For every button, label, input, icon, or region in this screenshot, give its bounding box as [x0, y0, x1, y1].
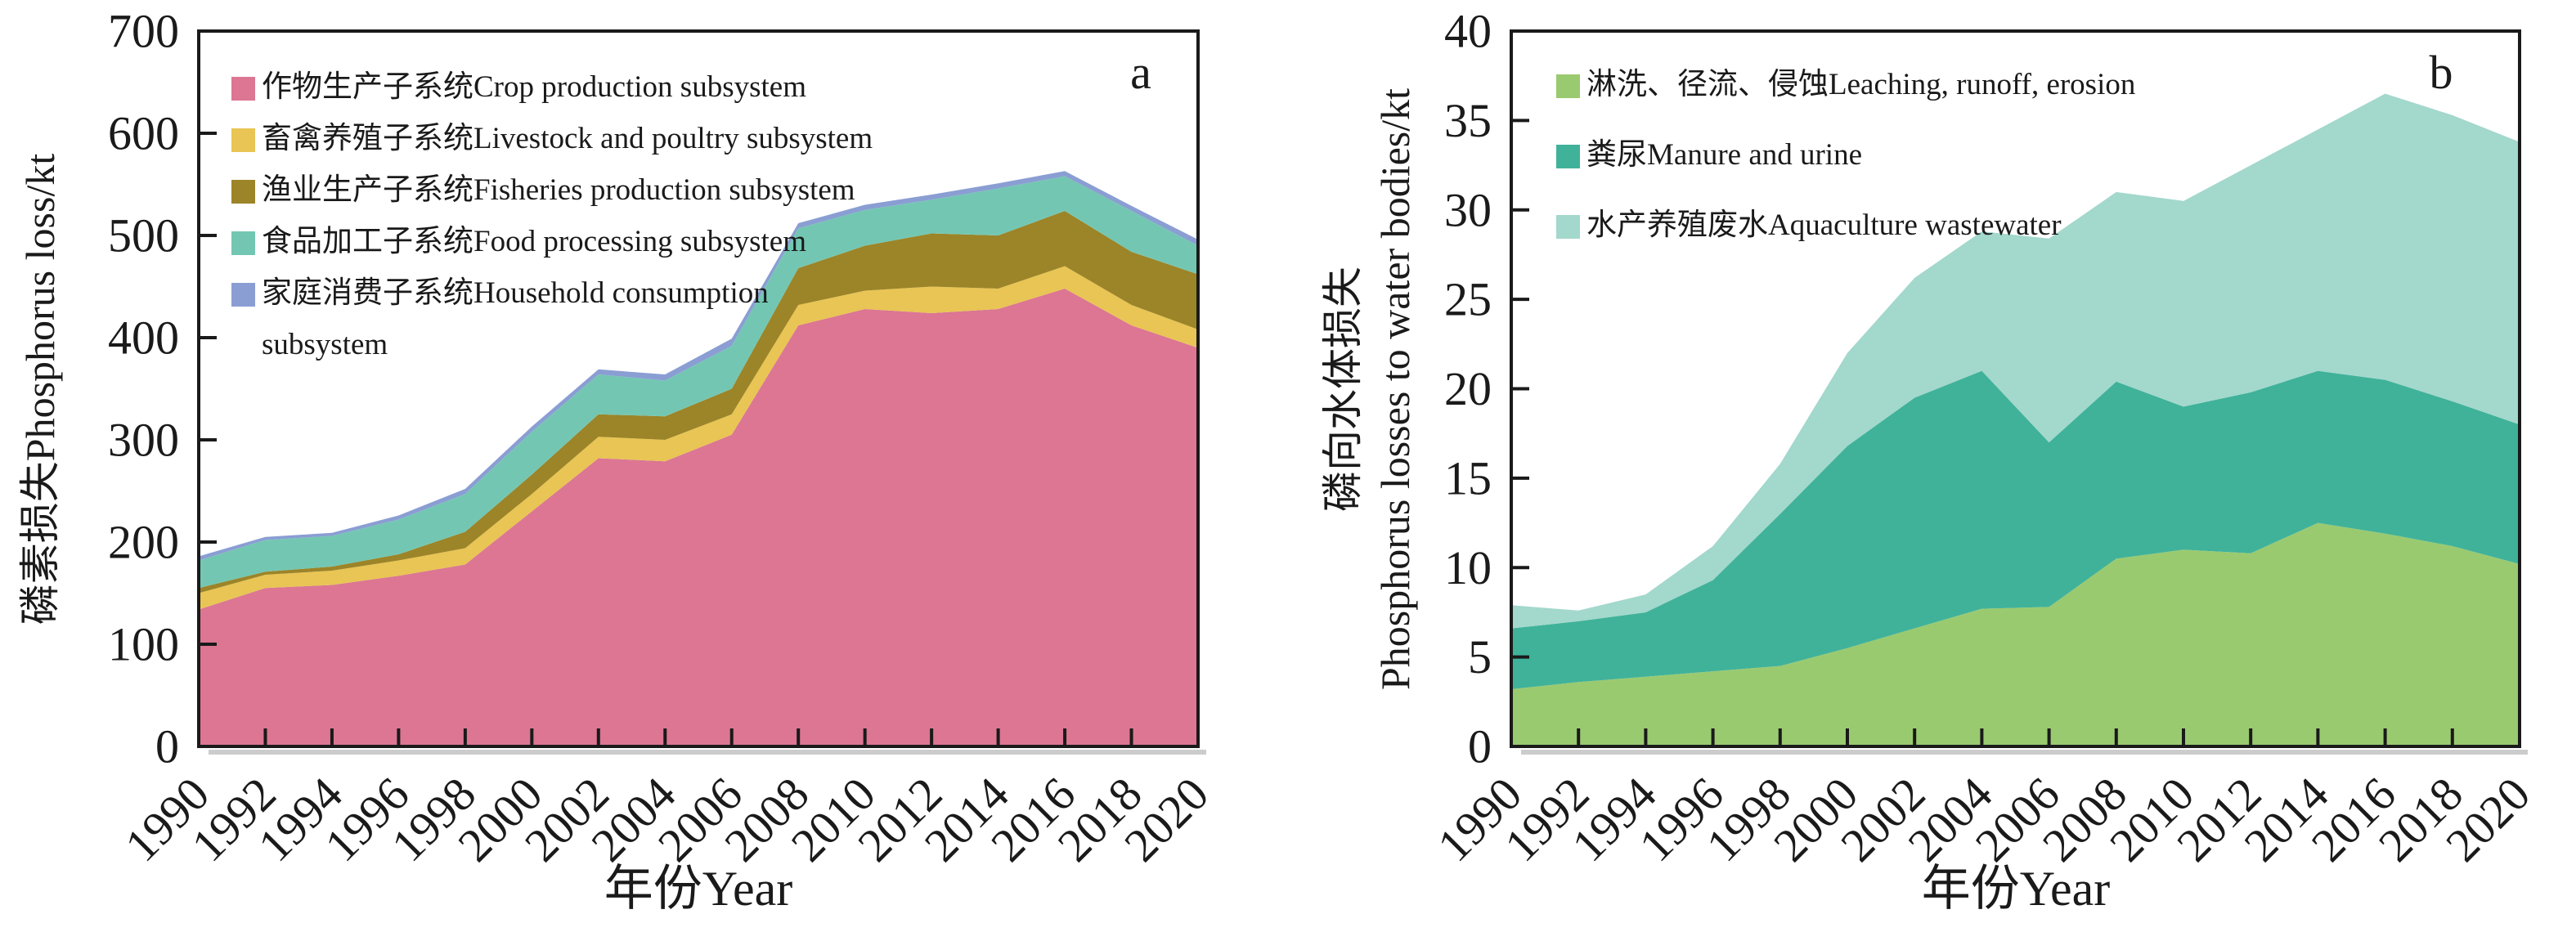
y-tick-label-b-40: 40 — [1444, 5, 1492, 58]
y-axis-title-a-line1: 磷素损失Phosphorus loss/kt — [17, 154, 63, 625]
y-tick-label-a-0: 0 — [155, 720, 179, 773]
y-tick-label-a-600: 600 — [108, 107, 179, 160]
legend-swatch-household-consumption — [231, 283, 255, 307]
chart-b-legend: 淋洗、径流、侵蚀Leaching, runoff, erosion 粪尿Manur… — [1556, 69, 2135, 280]
chart-a-frame — [197, 29, 1200, 748]
legend-label-livestock-poultry: 畜禽养殖子系统Livestock and poultry subsystem — [262, 123, 873, 155]
x-tick-label-b-2020: 2020 — [2435, 767, 2540, 872]
area-crop-production — [199, 289, 1198, 746]
area-food-processing — [199, 176, 1198, 589]
panel-a: 0 100 200 300 400 500 600 700 1990 1992 1994 1996 19… — [17, 5, 1218, 916]
y-tick-label-b-10: 10 — [1444, 541, 1492, 594]
y-axis-title-b-line2: Phosphorus losses to water bodies/kt — [1372, 88, 1418, 690]
y-tick-label-a-100: 100 — [108, 618, 179, 671]
legend-label-food-processing: 食品加工子系统Food processing subsystem — [262, 226, 806, 258]
legend-swatch-livestock-poultry — [231, 128, 255, 152]
legend-label-manure-and-urine: 粪尿Manure and urine — [1586, 138, 1863, 172]
y-tick-label-b-20: 20 — [1444, 362, 1492, 415]
area-fisheries-production — [199, 211, 1198, 594]
y-tick-label-a-500: 500 — [108, 209, 179, 262]
y-tick-label-b-15: 15 — [1444, 451, 1492, 504]
legend-swatch-food-processing — [231, 231, 255, 255]
legend-item-leaching-runoff-erosion: 淋洗、径流、侵蚀Leaching, runoff, erosion — [1556, 69, 2135, 140]
legend-label-aquaculture-wastewater-line1: 水产养殖废水Aquaculture wastewater — [1586, 208, 2062, 242]
legend-item-crop-production: 作物生产子系统Crop production subsystem — [231, 70, 873, 123]
legend-label-food-processing-line1: 食品加工子系统Food processing subsystem — [262, 225, 806, 258]
area-manure-and-urine — [1511, 370, 2520, 689]
x-axis-title-b: 年份Year — [1922, 862, 2111, 916]
legend-label-aquaculture-wastewater: 水产养殖废水Aquaculture wastewater — [1586, 208, 2062, 242]
chart-b-frame — [1510, 29, 2521, 748]
y-tick-label-b-30: 30 — [1444, 183, 1492, 236]
area-livestock-poultry — [199, 266, 1198, 610]
legend-label-leaching-runoff-erosion: 淋洗、径流、侵蚀Leaching, runoff, erosion — [1586, 69, 2135, 101]
legend-label-fisheries-production-line1: 渔业生产子系统Fisheries production subsystem — [262, 173, 855, 207]
chart-b-canvas: 0510152025303540199019921994199619982000… — [1320, 5, 2540, 916]
legend-item-livestock-poultry: 畜禽养殖子系统Livestock and poultry subsystem — [231, 123, 873, 175]
legend-label-leaching-runoff-erosion-line1: 淋洗、径流、侵蚀Leaching, runoff, erosion — [1586, 68, 2136, 101]
legend-label-crop-production-line1: 作物生产子系统Crop production subsystem — [262, 70, 806, 104]
legend-item-manure-and-urine: 粪尿Manure and urine — [1556, 138, 2135, 210]
legend-label-household-consumption-line1: 家庭消费子系统Household consumption — [262, 276, 769, 310]
legend-swatch-manure-and-urine — [1556, 145, 1580, 168]
y-tick-label-a-200: 200 — [108, 516, 179, 569]
legend-swatch-aquaculture-wastewater — [1556, 215, 1580, 239]
chart-a-legend: 作物生产子系统Crop production subsystem 畜禽养殖子系统L… — [231, 70, 873, 361]
legend-label-crop-production: 作物生产子系统Crop production subsystem — [262, 70, 806, 104]
panel-label-a: a — [1130, 46, 1151, 99]
legend-item-food-processing: 食品加工子系统Food processing subsystem — [231, 226, 873, 278]
y-tick-label-a-400: 400 — [108, 311, 179, 365]
y-tick-label-b-5: 5 — [1468, 630, 1492, 683]
legend-item-fisheries-production: 渔业生产子系统Fisheries production subsystem — [231, 173, 873, 226]
legend-label-fisheries-production: 渔业生产子系统Fisheries production subsystem — [262, 173, 855, 207]
y-axis-title-b-line1: 磷向水体损失 — [1320, 267, 1366, 512]
legend-item-aquaculture-wastewater: 水产养殖废水Aquaculture wastewater — [1556, 208, 2135, 280]
legend-swatch-leaching-runoff-erosion — [1556, 74, 1580, 98]
y-tick-label-b-0: 0 — [1468, 720, 1492, 773]
legend-label-livestock-poultry-line1: 畜禽养殖子系统Livestock and poultry subsystem — [262, 122, 873, 155]
y-tick-label-a-300: 300 — [108, 414, 179, 467]
legend-label-household-consumption-line2: subsystem — [262, 327, 388, 361]
legend-item-household-consumption: 家庭消费子系统Household consumption subsystem — [231, 277, 873, 361]
panel-b: 0 5 10 15 20 25 30 35 40 1990 1992 1994 1996 1998 2000… — [1288, 0, 2576, 941]
y-tick-label-a-700: 700 — [108, 5, 179, 58]
legend-label-household-consumption: 家庭消费子系统Household consumption subsystem — [262, 276, 769, 361]
y-tick-label-b-35: 35 — [1444, 94, 1492, 147]
chart-a-canvas: 0100200300400500600700199019921994199619… — [17, 5, 1218, 916]
y-tick-label-b-25: 25 — [1444, 273, 1492, 326]
legend-swatch-crop-production — [231, 77, 255, 101]
x-axis-title-a: 年份Year — [604, 862, 793, 916]
area-aquaculture-wastewater — [1511, 93, 2520, 629]
area-leaching-runoff-erosion — [1511, 522, 2520, 746]
panel-label-b: b — [2430, 46, 2453, 99]
legend-swatch-fisheries-production — [231, 180, 255, 204]
legend-label-manure-and-urine-line1: 粪尿Manure and urine — [1586, 138, 1863, 172]
